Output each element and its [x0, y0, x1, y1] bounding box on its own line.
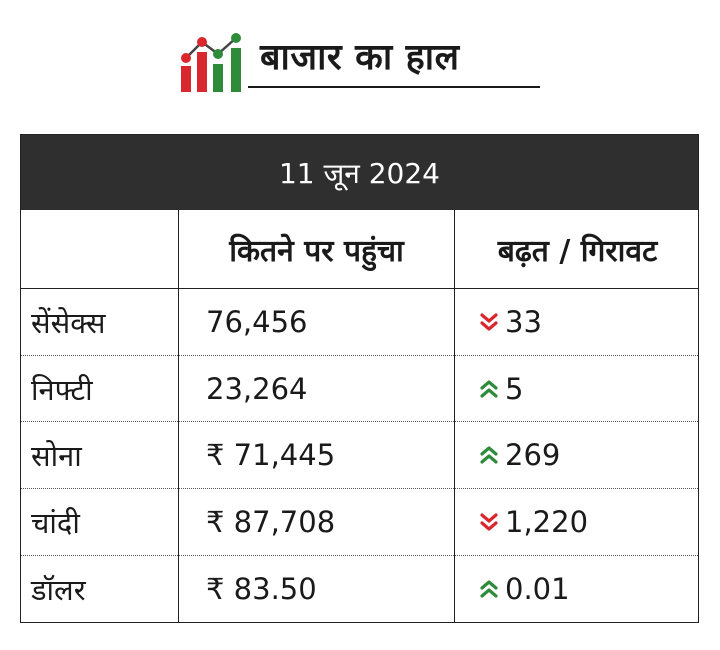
change-value: 33	[505, 305, 542, 339]
row-change: 5	[479, 356, 694, 422]
change-value: 269	[505, 438, 561, 472]
row-change: 269	[479, 422, 694, 488]
title-underline	[248, 86, 540, 88]
page-title: बाजार का हाल	[260, 37, 460, 78]
header-divider	[21, 288, 698, 289]
row-divider	[21, 421, 698, 422]
row-divider	[21, 555, 698, 556]
row-divider	[21, 488, 698, 489]
market-table: 11 जून 2024 कितने पर पहुंचा बढ़त / गिराव…	[20, 134, 699, 623]
row-value: ₹ 87,708	[206, 505, 336, 539]
change-value: 5	[505, 372, 524, 406]
row-value: 76,456	[206, 305, 308, 339]
row-value: ₹ 71,445	[206, 438, 336, 472]
header: बाजार का हाल	[178, 30, 540, 94]
column-divider	[178, 210, 179, 622]
row-name: चांदी	[31, 505, 80, 540]
double-chevron-up-icon	[480, 446, 498, 464]
change-value: 0.01	[505, 572, 570, 606]
column-header-change: बढ़त / गिरावट	[497, 233, 658, 269]
column-header-name	[21, 210, 178, 288]
column-header-value: कितने पर पहुंचा	[229, 233, 404, 269]
row-value: 23,264	[206, 372, 308, 406]
date-header: 11 जून 2024	[21, 135, 698, 210]
row-change: 0.01	[479, 556, 694, 622]
row-name: सोना	[31, 438, 82, 473]
row-change: 33	[479, 289, 694, 355]
double-chevron-down-icon	[480, 313, 498, 331]
double-chevron-up-icon	[480, 580, 498, 598]
row-name: निफ्टी	[31, 372, 93, 407]
row-name: डॉलर	[31, 572, 86, 607]
row-value: ₹ 83.50	[206, 572, 317, 606]
double-chevron-down-icon	[480, 513, 498, 531]
column-divider	[454, 210, 455, 622]
row-change: 1,220	[479, 489, 694, 555]
row-divider	[21, 355, 698, 356]
change-value: 1,220	[505, 505, 589, 539]
double-chevron-up-icon	[480, 380, 498, 398]
row-name: सेंसेक्स	[31, 305, 106, 340]
market-chart-icon	[181, 33, 241, 92]
